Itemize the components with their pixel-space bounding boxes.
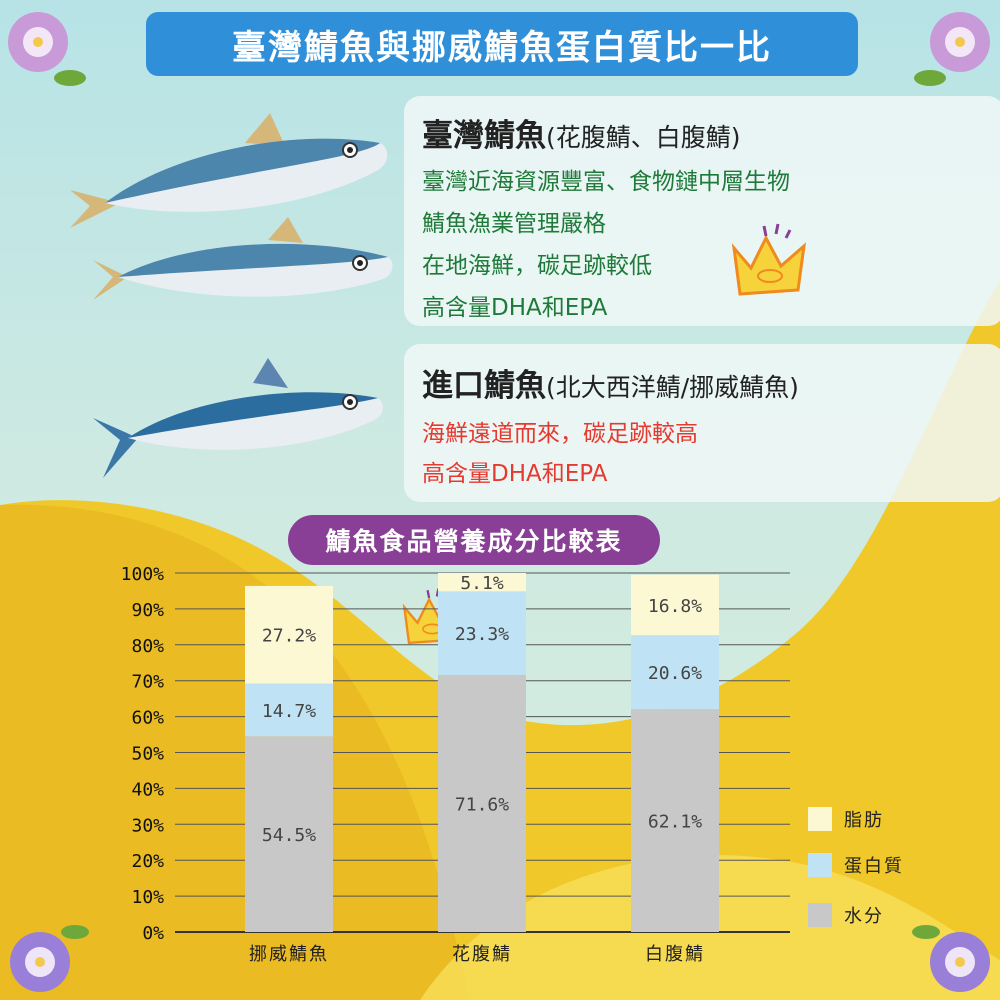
taiwan-line: 高含量DHA和EPA [422,295,608,321]
taiwan-heading-sub: (花腹鯖、白腹鯖) [546,123,741,152]
legend-swatch-water [808,903,832,927]
legend-label-water: 水分 [844,906,884,927]
data-label: 20.6% [648,663,702,684]
y-tick-label: 0% [142,923,164,944]
y-tick-label: 100% [121,564,165,585]
taiwan-line: 鯖魚漁業管理嚴格 [422,211,606,237]
imported-mackerel-heading: 進口鯖魚(北大西洋鯖/挪威鯖魚) [422,360,799,405]
imported-heading-main: 進口鯖魚 [422,368,546,404]
imported-line: 海鮮遠道而來，碳足跡較高 [422,421,698,447]
imported-mackerel-card: 進口鯖魚(北大西洋鯖/挪威鯖魚) 海鮮遠道而來，碳足跡較高 高含量DHA和EPA [404,344,1000,502]
data-label: 16.8% [648,596,702,617]
taiwan-line: 臺灣近海資源豐富、食物鏈中層生物 [422,169,790,195]
data-label: 62.1% [648,812,702,833]
taiwan-mackerel-card: 臺灣鯖魚(花腹鯖、白腹鯖) 臺灣近海資源豐富、食物鏈中層生物 鯖魚漁業管理嚴格 … [404,96,1000,326]
data-label: 5.1% [460,573,504,594]
morning-glory-flower-icon [914,12,990,86]
bar-segment [438,591,526,675]
y-tick-label: 80% [131,636,164,657]
legend-item-water: 水分 [808,902,884,928]
data-label: 14.7% [262,701,316,722]
data-label: 71.6% [455,794,509,815]
crown-fish-icon [731,223,807,296]
bar-segment [245,736,333,932]
x-tick-label: 花腹鯖 [452,944,512,965]
chart-title-banner: 鯖魚食品營養成分比較表 [288,515,660,565]
bar-segment [438,674,526,932]
imported-heading-sub: (北大西洋鯖/挪威鯖魚) [546,373,799,402]
chart-title: 鯖魚食品營養成分比較表 [325,527,623,556]
mackerel-fish-icon [93,217,393,300]
bar-segment [631,574,719,636]
y-tick-label: 60% [131,708,164,729]
imported-line: 高含量DHA和EPA [422,461,608,487]
y-tick-label: 50% [131,744,164,765]
y-tick-label: 90% [131,600,164,621]
data-label: 27.2% [262,626,316,647]
legend-label-fat: 脂肪 [844,810,884,831]
y-tick-label: 20% [131,851,164,872]
bar-segment [245,683,333,737]
mackerel-fish-icon [70,113,388,228]
taiwan-line: 在地海鮮，碳足跡較低 [422,253,652,279]
bar-segment [631,635,719,710]
bar-segment [631,709,719,932]
taiwan-heading-main: 臺灣鯖魚 [422,118,546,154]
bar-segment [245,585,333,684]
y-tick-label: 40% [131,779,164,800]
morning-glory-flower-icon [8,12,86,86]
title-banner: 臺灣鯖魚與挪威鯖魚蛋白質比一比 [146,12,858,76]
legend-swatch-fat [808,807,832,831]
taiwan-mackerel-heading: 臺灣鯖魚(花腹鯖、白腹鯖) [422,110,741,155]
legend-swatch-protein [808,853,832,877]
y-tick-label: 70% [131,672,164,693]
x-tick-label: 白腹鯖 [645,944,705,965]
page-title: 臺灣鯖魚與挪威鯖魚蛋白質比一比 [232,27,772,68]
y-tick-label: 30% [131,815,164,836]
morning-glory-flower-icon [10,925,89,992]
y-tick-label: 10% [131,887,164,908]
bar-segment [438,573,526,592]
legend-item-protein: 蛋白質 [808,852,904,878]
mackerel-fish-icon [93,358,383,478]
x-tick-label: 挪威鯖魚 [249,944,329,965]
legend-label-protein: 蛋白質 [844,856,904,877]
data-label: 23.3% [455,624,509,645]
legend-item-fat: 脂肪 [808,806,884,832]
data-label: 54.5% [262,825,316,846]
morning-glory-flower-icon [912,925,990,992]
